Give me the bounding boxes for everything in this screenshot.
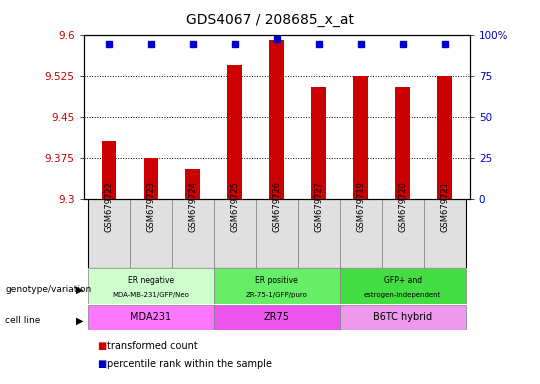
FancyBboxPatch shape bbox=[340, 305, 465, 330]
Text: ER positive: ER positive bbox=[255, 276, 298, 285]
Text: ▶: ▶ bbox=[76, 316, 84, 326]
Text: ZR75: ZR75 bbox=[264, 312, 290, 322]
Text: cell line: cell line bbox=[5, 316, 41, 325]
FancyBboxPatch shape bbox=[382, 199, 424, 268]
Text: estrogen-independent: estrogen-independent bbox=[364, 292, 441, 298]
Text: GSM679725: GSM679725 bbox=[230, 181, 239, 232]
Bar bbox=[102, 141, 116, 199]
FancyBboxPatch shape bbox=[214, 268, 340, 304]
Bar bbox=[353, 76, 368, 199]
Bar bbox=[144, 157, 158, 199]
Text: GSM679720: GSM679720 bbox=[398, 181, 407, 232]
FancyBboxPatch shape bbox=[130, 199, 172, 268]
Text: ER negative: ER negative bbox=[128, 276, 174, 285]
FancyBboxPatch shape bbox=[88, 199, 130, 268]
FancyBboxPatch shape bbox=[298, 199, 340, 268]
Text: GDS4067 / 208685_x_at: GDS4067 / 208685_x_at bbox=[186, 13, 354, 27]
Text: GFP+ and: GFP+ and bbox=[383, 276, 422, 285]
FancyBboxPatch shape bbox=[214, 305, 340, 330]
FancyBboxPatch shape bbox=[214, 199, 256, 268]
Bar bbox=[185, 169, 200, 199]
Text: ZR-75-1/GFP/puro: ZR-75-1/GFP/puro bbox=[246, 292, 308, 298]
Text: GSM679723: GSM679723 bbox=[146, 181, 156, 232]
Text: GSM679727: GSM679727 bbox=[314, 181, 323, 232]
Text: genotype/variation: genotype/variation bbox=[5, 285, 92, 295]
Text: MDA-MB-231/GFP/Neo: MDA-MB-231/GFP/Neo bbox=[112, 292, 190, 298]
Text: GSM679724: GSM679724 bbox=[188, 181, 197, 232]
FancyBboxPatch shape bbox=[88, 305, 214, 330]
Text: ■: ■ bbox=[97, 359, 106, 369]
Text: GSM679726: GSM679726 bbox=[272, 181, 281, 232]
Text: transformed count: transformed count bbox=[107, 341, 198, 351]
Text: GSM679722: GSM679722 bbox=[104, 181, 113, 232]
FancyBboxPatch shape bbox=[256, 199, 298, 268]
Text: ▶: ▶ bbox=[76, 285, 84, 295]
FancyBboxPatch shape bbox=[424, 199, 465, 268]
Bar bbox=[437, 76, 452, 199]
Bar bbox=[269, 40, 284, 199]
Bar bbox=[395, 86, 410, 199]
Text: MDA231: MDA231 bbox=[130, 312, 171, 322]
FancyBboxPatch shape bbox=[172, 199, 214, 268]
Text: GSM679719: GSM679719 bbox=[356, 181, 365, 232]
FancyBboxPatch shape bbox=[340, 199, 382, 268]
Text: GSM679721: GSM679721 bbox=[440, 181, 449, 232]
Bar bbox=[312, 86, 326, 199]
Text: B6TC hybrid: B6TC hybrid bbox=[373, 312, 432, 322]
Text: ■: ■ bbox=[97, 341, 106, 351]
FancyBboxPatch shape bbox=[88, 268, 214, 304]
Bar bbox=[227, 65, 242, 199]
FancyBboxPatch shape bbox=[340, 268, 465, 304]
Text: percentile rank within the sample: percentile rank within the sample bbox=[107, 359, 272, 369]
